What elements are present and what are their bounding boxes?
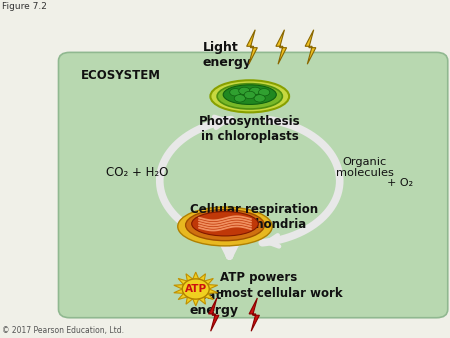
Text: ECOSYSTEM: ECOSYSTEM	[81, 69, 161, 82]
Ellipse shape	[217, 84, 283, 109]
Text: Organic
molecules: Organic molecules	[336, 157, 393, 178]
Text: Heat
energy: Heat energy	[189, 289, 238, 317]
Polygon shape	[276, 30, 287, 64]
Ellipse shape	[254, 95, 266, 102]
Ellipse shape	[223, 85, 276, 104]
Text: Light
energy: Light energy	[202, 41, 252, 69]
Polygon shape	[305, 30, 316, 64]
Text: Photosynthesis
in chloroplasts: Photosynthesis in chloroplasts	[199, 115, 301, 143]
Text: Figure 7.2: Figure 7.2	[2, 2, 47, 11]
FancyBboxPatch shape	[58, 52, 448, 318]
Ellipse shape	[250, 87, 261, 95]
Ellipse shape	[239, 87, 250, 95]
Ellipse shape	[259, 89, 270, 96]
Text: ATP: ATP	[184, 284, 207, 294]
Ellipse shape	[211, 80, 289, 112]
Ellipse shape	[234, 95, 246, 102]
Text: CO₂ + H₂O: CO₂ + H₂O	[106, 166, 168, 179]
Ellipse shape	[244, 91, 256, 99]
Polygon shape	[247, 30, 257, 64]
Text: ATP powers
most cellular work: ATP powers most cellular work	[220, 271, 343, 300]
Ellipse shape	[178, 207, 272, 246]
Ellipse shape	[230, 89, 241, 96]
Text: Cellular respiration
in mitochondria: Cellular respiration in mitochondria	[190, 203, 318, 231]
Text: © 2017 Pearson Education, Ltd.: © 2017 Pearson Education, Ltd.	[2, 326, 124, 335]
Ellipse shape	[185, 210, 265, 241]
Ellipse shape	[192, 212, 258, 236]
Circle shape	[182, 279, 209, 299]
Polygon shape	[174, 272, 218, 306]
Text: + O₂: + O₂	[387, 177, 413, 188]
Polygon shape	[249, 298, 259, 331]
Polygon shape	[209, 298, 219, 331]
